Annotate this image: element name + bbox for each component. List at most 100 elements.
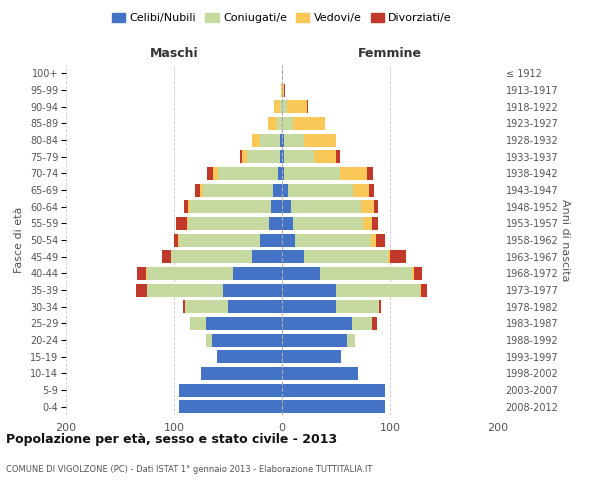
Bar [137, 267, 146, 280]
Bar [293, 117, 325, 130]
Bar [206, 317, 282, 330]
Bar [295, 234, 371, 246]
Bar [284, 167, 340, 180]
Bar [185, 300, 228, 313]
Bar [146, 267, 147, 280]
Bar [282, 284, 336, 296]
Bar [282, 317, 352, 330]
Bar [367, 167, 373, 180]
Bar [282, 334, 347, 346]
Bar [147, 284, 223, 296]
Bar [218, 167, 278, 180]
Bar [281, 84, 282, 96]
Bar [371, 234, 376, 246]
Bar [174, 234, 178, 246]
Bar [190, 317, 206, 330]
Bar [336, 150, 340, 163]
Bar [212, 334, 282, 346]
Bar [282, 400, 385, 413]
Bar [271, 200, 282, 213]
Bar [352, 317, 371, 330]
Bar [179, 234, 260, 246]
Bar [282, 167, 284, 180]
Bar [187, 217, 188, 230]
Bar [190, 200, 271, 213]
Bar [282, 117, 293, 130]
Bar [284, 150, 314, 163]
Bar [282, 267, 320, 280]
Bar [274, 100, 280, 113]
Bar [277, 117, 282, 130]
Bar [233, 267, 282, 280]
Bar [282, 367, 358, 380]
Bar [282, 384, 385, 396]
Bar [290, 200, 361, 213]
Bar [282, 134, 284, 146]
Text: Femmine: Femmine [358, 47, 422, 60]
Bar [289, 184, 353, 196]
Bar [136, 284, 147, 296]
Bar [217, 350, 282, 363]
Bar [371, 317, 377, 330]
Bar [282, 84, 284, 96]
Bar [280, 100, 282, 113]
Bar [188, 217, 269, 230]
Bar [340, 167, 367, 180]
Bar [293, 217, 363, 230]
Bar [147, 267, 233, 280]
Bar [304, 134, 336, 146]
Bar [274, 184, 282, 196]
Text: Maschi: Maschi [149, 47, 199, 60]
Bar [314, 150, 336, 163]
Bar [282, 217, 293, 230]
Bar [282, 300, 336, 313]
Bar [374, 200, 378, 213]
Bar [282, 234, 295, 246]
Bar [252, 250, 282, 263]
Bar [203, 184, 274, 196]
Bar [370, 184, 374, 196]
Bar [284, 134, 304, 146]
Bar [376, 234, 385, 246]
Bar [287, 100, 307, 113]
Bar [282, 100, 287, 113]
Bar [201, 367, 282, 380]
Legend: Celibi/Nubili, Coniugati/e, Vedovi/e, Divorziati/e: Celibi/Nubili, Coniugati/e, Vedovi/e, Di… [107, 8, 457, 28]
Bar [282, 200, 290, 213]
Bar [179, 400, 282, 413]
Bar [336, 300, 379, 313]
Bar [282, 250, 304, 263]
Bar [320, 267, 412, 280]
Bar [260, 234, 282, 246]
Bar [228, 300, 282, 313]
Y-axis label: Anni di nascita: Anni di nascita [560, 198, 569, 281]
Bar [213, 167, 218, 180]
Bar [336, 284, 420, 296]
Bar [206, 334, 212, 346]
Bar [240, 150, 242, 163]
Bar [278, 167, 282, 180]
Bar [282, 350, 341, 363]
Bar [242, 150, 247, 163]
Bar [162, 250, 171, 263]
Bar [282, 150, 284, 163]
Bar [269, 217, 282, 230]
Bar [208, 167, 213, 180]
Y-axis label: Fasce di età: Fasce di età [14, 207, 25, 273]
Bar [371, 217, 378, 230]
Bar [223, 284, 282, 296]
Bar [188, 200, 190, 213]
Bar [200, 184, 203, 196]
Text: Popolazione per età, sesso e stato civile - 2013: Popolazione per età, sesso e stato civil… [6, 432, 337, 446]
Bar [252, 134, 260, 146]
Bar [363, 217, 371, 230]
Bar [414, 267, 422, 280]
Bar [388, 250, 390, 263]
Bar [353, 184, 370, 196]
Bar [247, 150, 280, 163]
Bar [307, 100, 308, 113]
Bar [171, 250, 252, 263]
Bar [282, 184, 289, 196]
Bar [260, 134, 280, 146]
Bar [280, 134, 282, 146]
